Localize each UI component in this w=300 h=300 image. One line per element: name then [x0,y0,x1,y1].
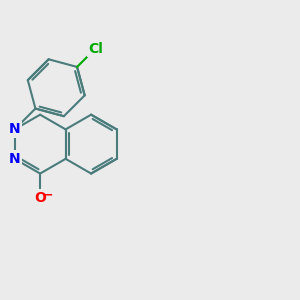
Text: N: N [9,152,20,166]
Text: Cl: Cl [88,42,103,56]
Text: −: − [43,188,54,201]
Text: O: O [34,191,46,205]
Text: N: N [9,122,20,136]
